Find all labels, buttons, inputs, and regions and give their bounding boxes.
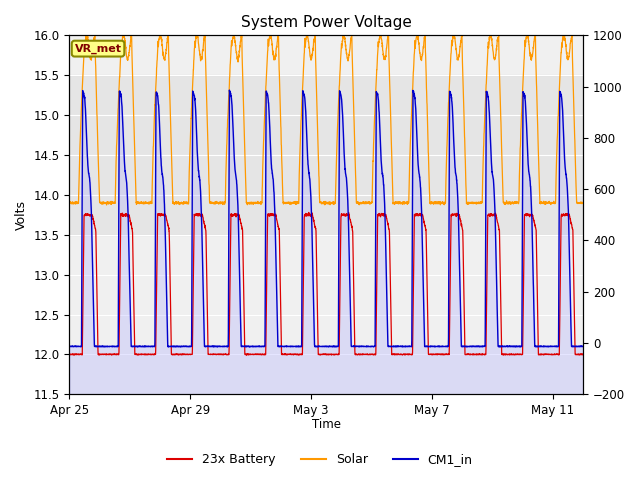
Title: System Power Voltage: System Power Voltage: [241, 15, 412, 30]
Bar: [69, 75, 583, 235]
Text: VR_met: VR_met: [74, 44, 122, 54]
X-axis label: Time: Time: [312, 419, 340, 432]
Legend: 23x Battery, Solar, CM1_in: 23x Battery, Solar, CM1_in: [163, 448, 477, 471]
Y-axis label: Volts: Volts: [15, 200, 28, 230]
